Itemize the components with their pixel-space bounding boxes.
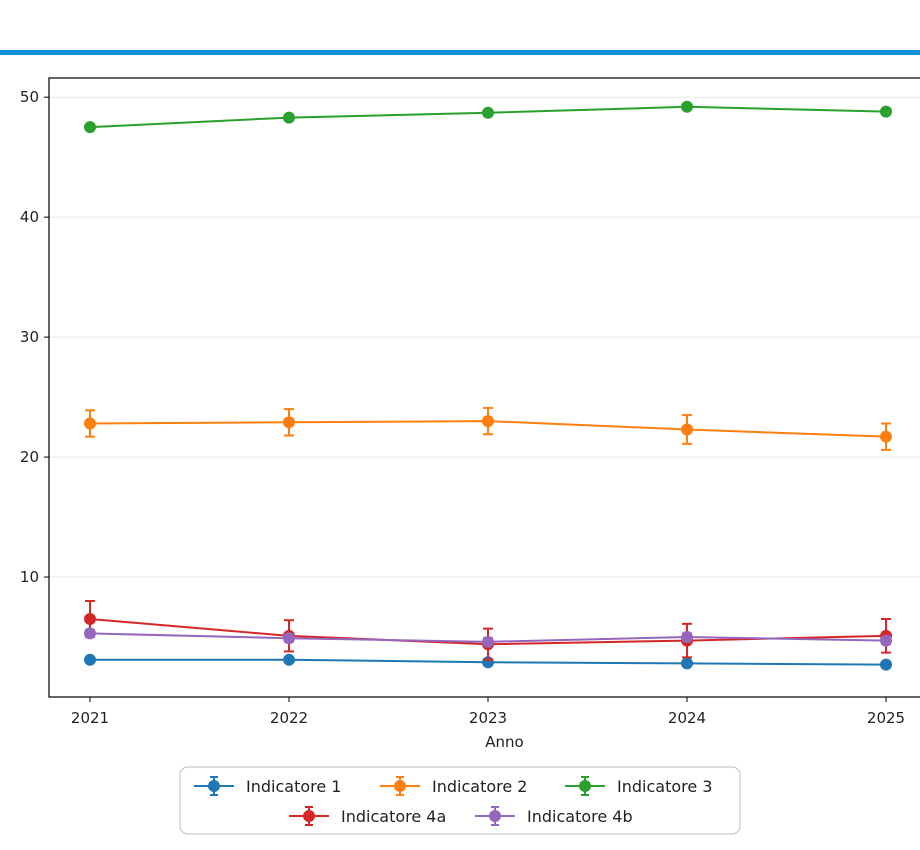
x-tick-label: 2025 bbox=[867, 709, 905, 727]
legend-label: Indicatore 2 bbox=[432, 777, 527, 796]
data-point bbox=[482, 635, 494, 648]
data-point bbox=[84, 121, 96, 134]
data-point bbox=[482, 415, 494, 428]
data-point bbox=[880, 430, 892, 443]
y-tick-label: 20 bbox=[20, 448, 39, 466]
x-axis-label: Anno bbox=[485, 733, 523, 751]
x-tick-label: 2023 bbox=[469, 709, 507, 727]
x-tick-label: 2021 bbox=[71, 709, 109, 727]
data-point bbox=[283, 111, 295, 124]
y-tick-label: 40 bbox=[20, 208, 39, 226]
data-point bbox=[880, 634, 892, 647]
legend-marker bbox=[208, 780, 220, 792]
legend-marker bbox=[579, 780, 591, 792]
legend-item-2: Indicatore 2 bbox=[380, 776, 527, 796]
data-point bbox=[681, 100, 693, 113]
header-accent-rule bbox=[0, 50, 920, 55]
legend-label: Indicatore 3 bbox=[617, 777, 712, 796]
legend-label: Indicatore 4b bbox=[527, 807, 633, 826]
series-4 bbox=[84, 600, 892, 661]
legend-marker bbox=[303, 810, 315, 822]
data-point bbox=[880, 658, 892, 671]
data-point bbox=[84, 417, 96, 430]
legend-item-5: Indicatore 4b bbox=[475, 806, 633, 826]
data-point bbox=[283, 632, 295, 645]
series-3 bbox=[84, 100, 892, 134]
data-point bbox=[880, 105, 892, 118]
data-point bbox=[681, 631, 693, 644]
data-point bbox=[681, 423, 693, 436]
series-2 bbox=[84, 406, 892, 451]
legend-box bbox=[179, 766, 741, 835]
series-1 bbox=[84, 653, 892, 671]
legend-item-4: Indicatore 4a bbox=[289, 806, 446, 826]
data-point bbox=[84, 627, 96, 640]
legend-marker bbox=[489, 810, 501, 822]
data-point bbox=[84, 613, 96, 626]
x-tick-label: 2022 bbox=[270, 709, 308, 727]
data-point bbox=[482, 106, 494, 119]
y-tick-label: 30 bbox=[20, 328, 39, 346]
legend-item-1: Indicatore 1 bbox=[194, 776, 341, 796]
data-point bbox=[283, 416, 295, 429]
data-point bbox=[84, 653, 96, 666]
y-tick-label: 50 bbox=[20, 88, 39, 106]
y-tick-label: 10 bbox=[20, 568, 39, 586]
data-point bbox=[283, 653, 295, 666]
legend-label: Indicatore 4a bbox=[341, 807, 446, 826]
x-tick-label: 2024 bbox=[668, 709, 706, 727]
series-5 bbox=[84, 627, 892, 648]
data-point bbox=[681, 657, 693, 670]
legend: Indicatore 1 Indicatore 2 Indicatore 3 Indi… bbox=[179, 766, 741, 835]
legend-label: Indicatore 1 bbox=[246, 777, 341, 796]
plot-frame bbox=[48, 77, 920, 698]
legend-item-3: Indicatore 3 bbox=[565, 776, 712, 796]
legend-marker bbox=[394, 780, 406, 792]
